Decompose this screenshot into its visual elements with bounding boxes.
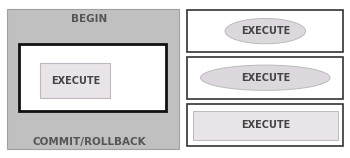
FancyBboxPatch shape <box>187 104 343 146</box>
Text: BEGIN: BEGIN <box>71 14 107 24</box>
Text: EXECUTE: EXECUTE <box>241 73 290 83</box>
FancyBboxPatch shape <box>7 9 178 149</box>
FancyBboxPatch shape <box>19 44 166 111</box>
Text: EXECUTE: EXECUTE <box>241 120 290 130</box>
Ellipse shape <box>225 18 306 44</box>
Text: EXECUTE: EXECUTE <box>241 26 290 36</box>
FancyBboxPatch shape <box>187 57 343 99</box>
FancyBboxPatch shape <box>193 111 338 140</box>
FancyBboxPatch shape <box>40 63 110 98</box>
Text: COMMIT/ROLLBACK: COMMIT/ROLLBACK <box>33 137 146 147</box>
FancyBboxPatch shape <box>187 10 343 52</box>
Text: EXECUTE: EXECUTE <box>51 76 100 86</box>
Ellipse shape <box>201 65 330 90</box>
